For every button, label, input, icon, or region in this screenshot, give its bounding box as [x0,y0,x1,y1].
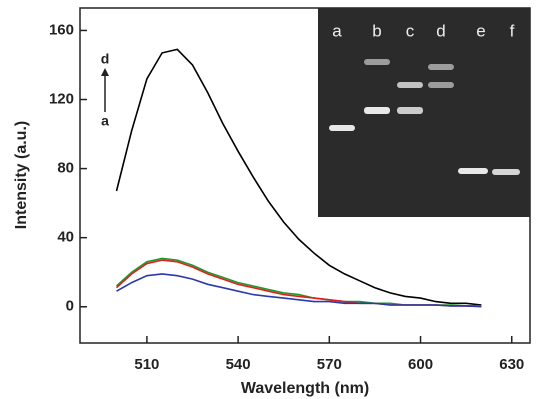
series-line [117,274,482,307]
x-axis-label: Wavelength (nm) [241,380,369,397]
band [364,107,390,114]
y-tick-label: 40 [57,229,74,246]
band [364,59,390,65]
band [397,82,423,88]
lane-label: a [332,21,342,40]
chart: Wavelength (nm) Intensity (a.u.) d a 0 40… [0,0,549,399]
band [458,168,488,174]
lane-label: d [436,21,445,40]
x-tick-label: 630 [499,356,524,373]
x-tick-label: 510 [134,356,159,373]
annotation: d [101,51,110,67]
y-tick-label: 120 [49,90,74,107]
y-axis-label: Intensity (a.u.) [13,121,30,229]
x-tick-label: 600 [408,356,433,373]
arrow-head [101,68,109,76]
y-tick-label: 160 [49,21,74,38]
x-tick-label: 540 [226,356,251,373]
lane-label: c [406,21,415,40]
gel-inset [318,8,530,217]
band [428,64,454,70]
lane-label: f [510,21,515,40]
annotation: a [101,113,109,129]
band [397,107,423,114]
gel-background [318,8,530,217]
lane-label: b [372,21,381,40]
lane-label: e [476,21,485,40]
x-tick-label: 570 [317,356,342,373]
band [329,125,355,131]
band [428,82,454,88]
y-tick-label: 0 [66,298,74,315]
y-tick-label: 80 [57,160,74,177]
band [492,169,520,175]
